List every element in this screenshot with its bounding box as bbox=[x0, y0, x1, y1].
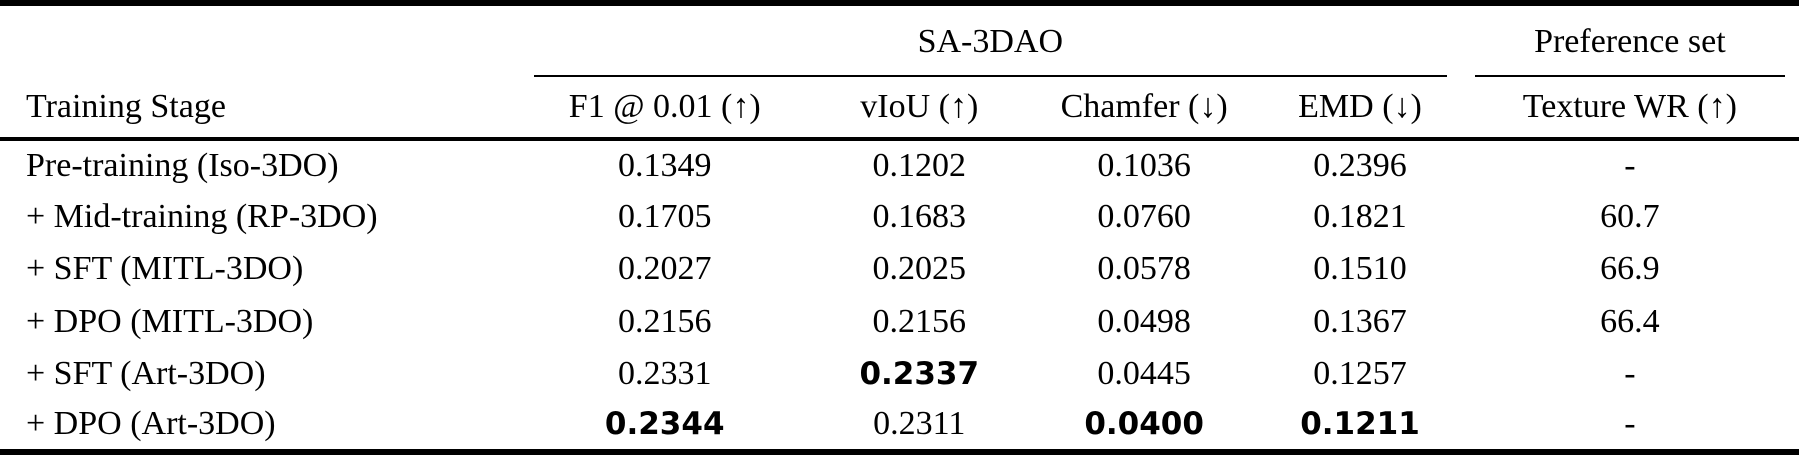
group-header-spacer bbox=[0, 3, 520, 77]
column-header-row: Training Stage F1 @ 0.01 (↑) vIoU (↑) Ch… bbox=[0, 77, 1799, 139]
sa3dao-label: SA-3DAO bbox=[917, 23, 1064, 60]
column-header-texture-wr: Texture WR (↑) bbox=[1522, 88, 1737, 125]
value-cell: 0.1367 bbox=[1313, 302, 1407, 340]
value-cell: 0.0400 bbox=[1084, 406, 1204, 443]
column-header-viou: vIoU (↑) bbox=[860, 88, 979, 125]
table-row: + DPO (Art-3DO) 0.2344 0.2311 0.0400 0.1211 - bbox=[0, 400, 1799, 452]
table-row: + Mid-training (RP-3DO) 0.1705 0.1683 0.076… bbox=[0, 191, 1799, 243]
stage-cell: + DPO (Art-3DO) bbox=[26, 405, 276, 443]
value-cell: 0.2344 bbox=[604, 406, 725, 443]
value-cell: 0.2156 bbox=[872, 302, 967, 340]
stage-cell: + SFT (MITL-3DO) bbox=[26, 250, 304, 288]
group-header-row: SA-3DAO Preference set bbox=[0, 3, 1799, 77]
value-cell: 0.1036 bbox=[1097, 147, 1191, 185]
column-header-f1: F1 @ 0.01 (↑) bbox=[568, 88, 761, 125]
value-cell: - bbox=[1624, 405, 1636, 443]
group-header-preference-set: Preference set bbox=[1461, 3, 1799, 77]
value-cell: 0.1349 bbox=[617, 147, 712, 185]
value-cell: 0.1821 bbox=[1313, 198, 1407, 236]
value-cell: 66.4 bbox=[1600, 302, 1660, 340]
table-body: Pre-training (Iso-3DO) 0.1349 0.1202 0.1036… bbox=[0, 139, 1799, 452]
preference-set-underline: Preference set bbox=[1474, 23, 1785, 77]
value-cell: 0.2311 bbox=[873, 405, 966, 443]
stage-cell: + SFT (Art-3DO) bbox=[26, 354, 266, 392]
value-cell: 0.1211 bbox=[1300, 406, 1420, 443]
value-cell: 0.1257 bbox=[1313, 354, 1407, 392]
preference-set-label: Preference set bbox=[1534, 23, 1726, 60]
value-cell: 66.9 bbox=[1600, 250, 1660, 288]
table-row: + SFT (MITL-3DO) 0.2027 0.2025 0.0578 0.1510… bbox=[0, 243, 1799, 295]
value-cell: 0.2025 bbox=[872, 250, 967, 288]
value-cell: 0.2027 bbox=[617, 250, 712, 288]
stage-cell: Pre-training (Iso-3DO) bbox=[26, 147, 339, 185]
group-header-sa3dao: SA-3DAO bbox=[520, 3, 1461, 77]
sa3dao-underline: SA-3DAO bbox=[533, 23, 1447, 77]
value-cell: 0.0578 bbox=[1097, 250, 1191, 288]
value-cell: 0.0445 bbox=[1097, 354, 1191, 392]
table-row: + DPO (MITL-3DO) 0.2156 0.2156 0.0498 0.1367… bbox=[0, 295, 1799, 347]
value-cell: - bbox=[1624, 147, 1636, 185]
value-cell: 0.1683 bbox=[872, 198, 967, 236]
value-cell: 0.1510 bbox=[1313, 250, 1407, 288]
value-cell: 0.2156 bbox=[617, 302, 712, 340]
value-cell: 0.2337 bbox=[859, 355, 980, 392]
value-cell: - bbox=[1624, 354, 1636, 392]
table-row: + SFT (Art-3DO) 0.2331 0.2337 0.0445 0.1257 - bbox=[0, 348, 1799, 400]
column-header-training-stage: Training Stage bbox=[26, 88, 226, 125]
value-cell: 0.2396 bbox=[1313, 147, 1407, 185]
column-header-emd: EMD (↓) bbox=[1298, 88, 1422, 125]
value-cell: 60.7 bbox=[1600, 198, 1660, 236]
value-cell: 0.1705 bbox=[617, 198, 712, 236]
stage-cell: + DPO (MITL-3DO) bbox=[26, 302, 314, 340]
value-cell: 0.0760 bbox=[1097, 198, 1191, 236]
table-row: Pre-training (Iso-3DO) 0.1349 0.1202 0.1036… bbox=[0, 139, 1799, 191]
value-cell: 0.0498 bbox=[1097, 302, 1191, 340]
stage-cell: + Mid-training (RP-3DO) bbox=[26, 198, 378, 236]
value-cell: 0.1202 bbox=[872, 147, 967, 185]
value-cell: 0.2331 bbox=[617, 354, 712, 392]
table-header: SA-3DAO Preference set Training Stage F1… bbox=[0, 3, 1799, 139]
column-header-chamfer: Chamfer (↓) bbox=[1060, 88, 1228, 125]
